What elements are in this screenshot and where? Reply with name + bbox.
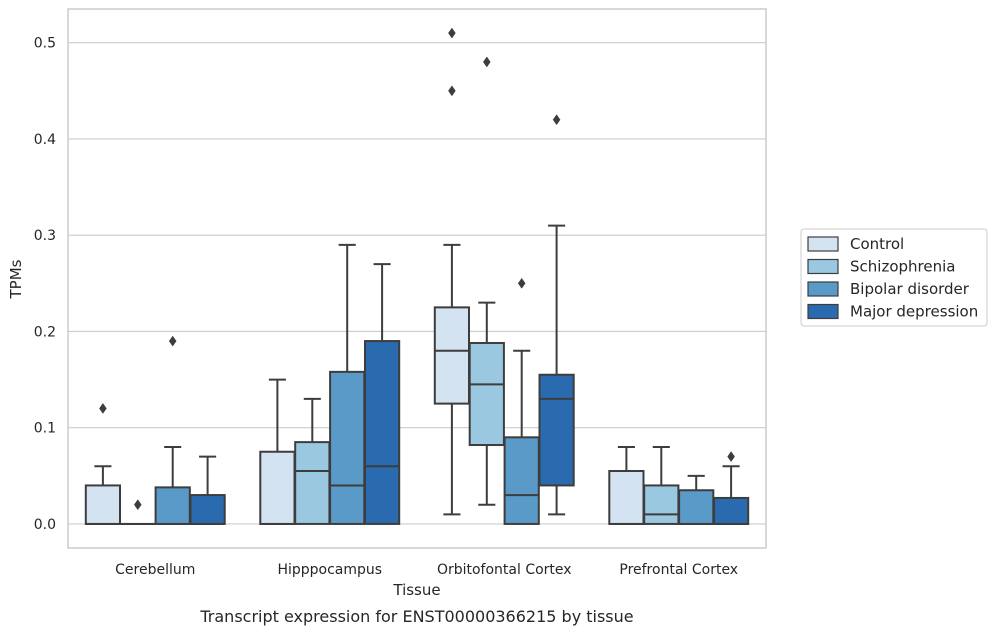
box-group — [294, 397, 331, 525]
box-group — [503, 277, 540, 525]
box-series-group — [84, 27, 750, 525]
box-group — [363, 263, 401, 525]
x-tick-label: Prefrontal Cortex — [619, 562, 738, 578]
x-axis-title: Tissue — [392, 581, 440, 599]
box — [189, 494, 226, 525]
box — [154, 486, 191, 525]
y-tick-label: 0.3 — [34, 228, 56, 244]
outlier-point — [448, 27, 456, 39]
box-group — [538, 114, 575, 516]
outlier-point — [482, 56, 491, 68]
box-group — [259, 378, 296, 525]
legend-label: Schizophrenia — [850, 258, 955, 276]
box — [538, 373, 575, 487]
box — [712, 496, 750, 525]
box-group — [433, 27, 471, 516]
outlier-point — [517, 277, 526, 289]
box-group — [468, 56, 505, 506]
legend: Control Schizophrenia Bipolar disorder Majo… — [800, 228, 988, 327]
box — [643, 484, 680, 525]
box-group — [154, 335, 191, 525]
legend-swatch — [807, 258, 839, 275]
legend-frame — [800, 228, 988, 327]
y-axis-title: TPMs — [7, 259, 25, 299]
box-group — [678, 474, 715, 525]
box — [608, 470, 645, 525]
box — [84, 484, 122, 525]
box — [329, 370, 366, 525]
box — [363, 340, 401, 525]
legend-label: Major depression — [850, 303, 978, 321]
outlier-point — [99, 403, 107, 414]
box-group — [189, 455, 226, 525]
outlier-point — [448, 85, 456, 97]
box-group — [329, 243, 366, 525]
y-tick-label: 0.5 — [34, 36, 56, 52]
box — [259, 450, 296, 525]
box — [294, 441, 331, 525]
box — [468, 341, 505, 447]
x-tick-label: Cerebellum — [115, 562, 195, 578]
y-tick-label: 0.0 — [34, 517, 56, 533]
y-tick-label: 0.4 — [34, 132, 56, 148]
box-group — [643, 445, 680, 525]
legend-label: Bipolar disorder — [850, 280, 970, 298]
outlier-point — [168, 335, 177, 347]
legend-swatch — [807, 236, 839, 252]
x-tick-label: Hipppocampus — [277, 562, 382, 578]
outlier-point — [552, 114, 561, 126]
y-tick-label: 0.2 — [34, 324, 56, 340]
box — [678, 489, 715, 525]
legend-swatch — [807, 303, 839, 320]
outlier-point — [727, 451, 735, 462]
box — [503, 436, 540, 525]
box-group — [84, 403, 122, 525]
outlier-point — [133, 499, 142, 511]
y-axis-ticks: 0.0 0.1 0.2 0.3 0.4 0.5 — [34, 36, 56, 533]
x-axis-ticks: Cerebellum Hipppocampus Orbitofontal Corte… — [115, 562, 738, 578]
box — [433, 306, 471, 405]
chart-caption: Transcript expression for ENST0000036621… — [199, 607, 633, 626]
x-tick-label: Orbitofontal Cortex — [437, 562, 572, 578]
box-group — [608, 445, 645, 525]
box-group — [119, 499, 156, 525]
box-group — [712, 451, 750, 525]
y-tick-label: 0.1 — [34, 421, 56, 437]
plot-frame — [67, 8, 767, 549]
legend-swatch — [807, 281, 839, 297]
legend-label: Control — [850, 235, 904, 253]
